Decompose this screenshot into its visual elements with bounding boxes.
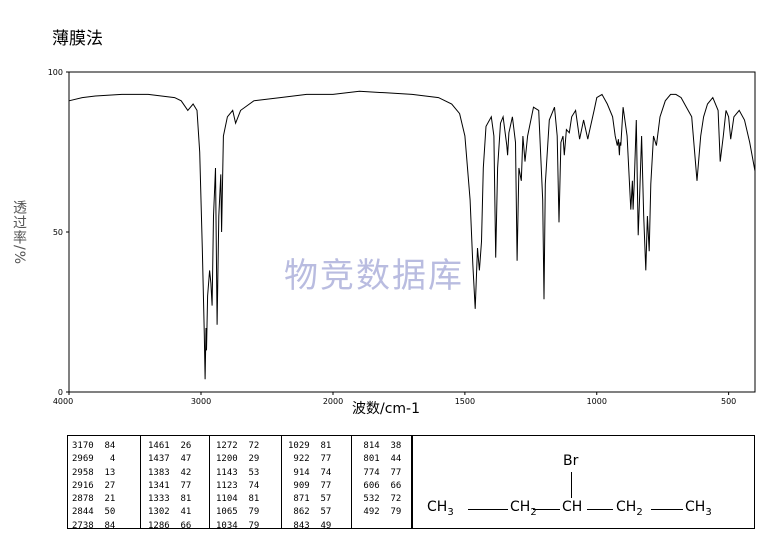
peak-table-row: 922 77 (288, 454, 332, 465)
peak-table-column: 1272 72 1200 29 1143 53 1123 74 1104 81 1065 … (216, 440, 259, 533)
group-ch3-right: CH3 (685, 499, 712, 518)
peak-table-column: 3170 84 2969 4 2958 13 2916 27 2878 21 2844 5… (72, 440, 115, 533)
peak-table-row: 814 38 (358, 441, 402, 451)
x-tick-label: 1000 (587, 397, 607, 406)
peak-table-row: 1200 29 (216, 454, 260, 465)
peak-table-row: 1437 47 (148, 454, 192, 465)
y-tick-label: 100 (48, 68, 63, 77)
group-ch2-left: CH2 (510, 499, 537, 518)
peak-table-row: 2844 50 (72, 507, 116, 518)
peak-table-row: 1272 72 (216, 441, 260, 451)
bond-vertical (571, 472, 572, 498)
y-tick-label: 50 (53, 228, 63, 237)
peak-table-row: 492 79 (358, 507, 402, 518)
peak-table-divider (281, 436, 282, 528)
bromine-label: Br (563, 453, 579, 469)
peak-table-column: 1461 26 1437 47 1383 42 1341 77 1333 81 1302 … (148, 440, 191, 533)
peak-table-row: 871 57 (288, 494, 332, 505)
peak-table-divider (140, 436, 141, 528)
peak-table-divider (209, 436, 210, 528)
peak-table-row: 1302 41 (148, 507, 192, 518)
peak-table: 3170 84 2969 4 2958 13 2916 27 2878 21 2844 5… (67, 435, 412, 531)
peak-table-row: 1383 42 (148, 467, 192, 478)
peak-table-row: 862 57 (288, 507, 332, 518)
peak-table-row: 1104 81 (216, 494, 260, 505)
group-ch3-left: CH3 (427, 499, 454, 518)
peak-table-row: 532 72 (358, 494, 402, 505)
peak-table-column: 1029 81 922 77 914 74 909 77 871 57 862 … (288, 440, 331, 533)
x-tick-label: 500 (721, 397, 736, 406)
chart-title: 薄膜法 (52, 29, 103, 49)
watermark-text: 物竞数据库 (284, 256, 464, 296)
bond-1 (468, 509, 508, 510)
peak-table-row: 2958 13 (72, 467, 116, 478)
peak-table-row: 2969 4 (72, 454, 116, 465)
x-axis-ticks: 4000 3000 2000 1500 1000 500 (53, 392, 736, 406)
y-axis-label: 透过率/% (11, 200, 27, 266)
peak-table-row: 1034 79 (216, 520, 260, 531)
peak-table-row: 1461 26 (148, 441, 192, 451)
x-tick-label: 2000 (323, 397, 343, 406)
group-ch2-right: CH2 (616, 499, 643, 518)
peak-table-row: 2878 21 (72, 494, 116, 505)
peak-table-row: 1123 74 (216, 480, 260, 491)
peak-table-divider (351, 436, 352, 528)
peak-table-row: 909 77 (288, 480, 332, 491)
peak-table-row: 1286 66 (148, 520, 192, 531)
plot-frame (68, 71, 756, 393)
group-ch-center: CH (562, 499, 583, 515)
peak-table-row: 1029 81 (288, 441, 332, 451)
peak-table-row: 606 66 (358, 480, 402, 491)
structure-box: Br CH3 CH2 CH CH2 CH3 (412, 435, 755, 529)
bond-3 (587, 509, 613, 510)
peak-table-row: 843 49 (288, 520, 332, 531)
x-axis-label: 波数/cm-1 (352, 401, 421, 417)
peak-table-row: 1143 53 (216, 467, 260, 478)
peak-table-row: 1065 79 (216, 507, 260, 518)
bond-2 (533, 509, 560, 510)
peak-table-row: 774 77 (358, 467, 402, 478)
x-tick-label: 3000 (191, 397, 211, 406)
x-tick-label: 4000 (53, 397, 73, 406)
peak-table-row: 914 74 (288, 467, 332, 478)
peak-table-row: 1333 81 (148, 494, 192, 505)
peak-table-row: 1341 77 (148, 480, 192, 491)
peak-table-row: 2738 84 (72, 520, 116, 531)
peak-table-row: 3170 84 (72, 441, 116, 451)
y-tick-label: 0 (58, 388, 63, 397)
peak-table-row: 801 44 (358, 454, 402, 465)
spectrum-line (68, 90, 756, 380)
bond-4 (651, 509, 683, 510)
peak-table-row: 2916 27 (72, 480, 116, 491)
y-axis-ticks: 0 50 100 (48, 68, 69, 397)
x-tick-label: 1500 (455, 397, 475, 406)
peak-table-column: 814 38 801 44 774 77 606 66 532 72 492 7… (358, 440, 401, 520)
